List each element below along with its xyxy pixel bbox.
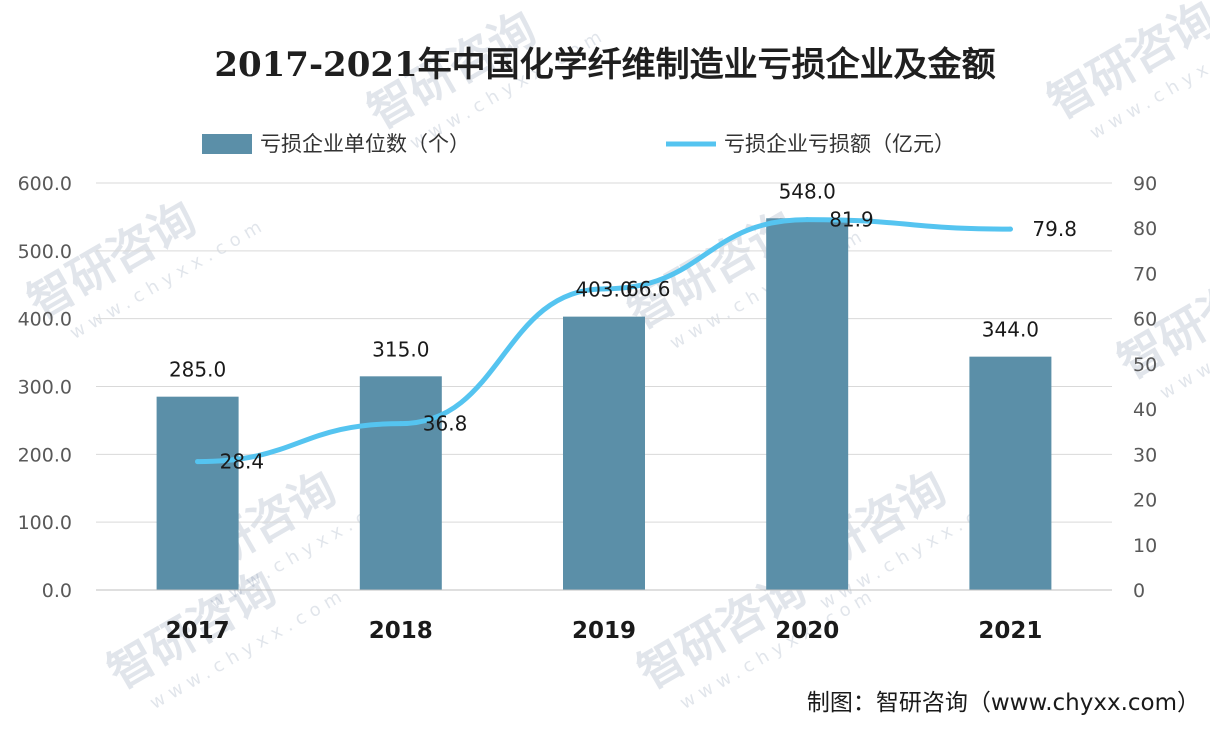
y-right-tick-label: 30 [1133,444,1157,466]
y-right-tick-label: 40 [1133,399,1157,421]
line-value-label: 81.9 [829,208,874,232]
y-right-tick-label: 50 [1133,354,1157,376]
line-point [1008,227,1013,232]
y-right-tick-label: 0 [1133,580,1145,602]
legend-line-label: 亏损企业亏损额（亿元） [724,132,955,156]
chart-title: 2017-2021年中国化学纤维制造业亏损企业及金额 [214,45,995,85]
legend-bar-label: 亏损企业单位数（个） [260,132,470,156]
bar-value-label: 403.0 [575,278,632,302]
bar [360,376,442,590]
y-right-tick-label: 10 [1133,535,1157,557]
line-value-label: 36.8 [423,412,468,436]
x-tick-label: 2021 [978,618,1042,644]
y-left-tick-label: 600.0 [18,173,72,195]
line-point [195,459,200,464]
y-left-tick-label: 300.0 [18,377,72,399]
line-value-label: 79.8 [1032,217,1077,241]
y-left-tick-label: 0.0 [42,580,72,602]
bar-value-label: 285.0 [169,358,226,382]
line-point [398,421,403,426]
bar [563,317,645,590]
line-point [805,217,810,222]
y-right-tick-label: 90 [1133,173,1157,195]
x-tick-label: 2017 [166,618,230,644]
line-value-label: 28.4 [220,450,265,474]
source-text: 制图：智研咨询（www.chyxx.com） [807,690,1200,716]
bar-value-label: 548.0 [779,179,836,203]
bar-value-label: 344.0 [982,318,1039,342]
bar [766,218,848,590]
y-right-tick-label: 70 [1133,263,1157,285]
y-right-tick-label: 20 [1133,490,1157,512]
y-left-tick-label: 400.0 [18,309,72,331]
line-value-label: 66.6 [626,277,671,301]
x-tick-label: 2018 [369,618,433,644]
x-tick-label: 2019 [572,618,636,644]
x-tick-label: 2020 [775,618,839,644]
y-left-tick-label: 500.0 [18,241,72,263]
y-left-tick-label: 200.0 [18,444,72,466]
y-left-tick-label: 100.0 [18,512,72,534]
bar [157,397,239,590]
bar-value-label: 315.0 [372,337,429,361]
legend-bar-swatch [202,134,252,154]
bar [969,357,1051,590]
y-right-tick-label: 60 [1133,309,1157,331]
y-right-tick-label: 80 [1133,218,1157,240]
